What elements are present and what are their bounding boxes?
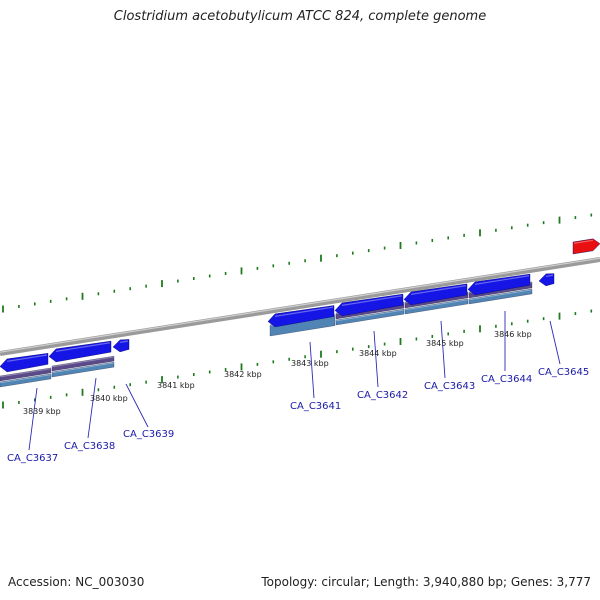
leader-line: [309, 341, 315, 399]
gene-arrow-shine: [119, 340, 129, 343]
inner-tick-marks: [2, 309, 593, 409]
protein-band: [51, 361, 115, 378]
outer-tick-marks: [2, 213, 593, 313]
protein-band: [404, 298, 469, 315]
protein-band-shine: [0, 374, 52, 384]
leader-line: [125, 383, 149, 428]
tick-label: 3845 kbp: [426, 339, 464, 348]
tick-label: 3839 kbp: [23, 407, 61, 416]
leader-line: [549, 320, 561, 365]
tick-label: 3840 kbp: [90, 394, 128, 403]
gene-label: CA_C3641: [290, 401, 341, 412]
leader-line: [373, 330, 379, 388]
gene-arrow-reverse-shine: [573, 239, 594, 244]
protein-band: [468, 288, 533, 305]
leader-line: [87, 377, 97, 439]
gene-arrow: [334, 293, 404, 317]
genome-backbone: [0, 257, 600, 356]
gene-label: CA_C3643: [424, 381, 475, 392]
gene-arrow-shine: [55, 342, 111, 352]
accession-text: Accession: NC_003030: [8, 575, 145, 589]
gene-arrow: [538, 273, 555, 287]
gene-label: CA_C3642: [357, 390, 408, 401]
gene-label: CA_C3637: [7, 453, 58, 464]
gene-arrow: [267, 305, 335, 328]
protein-band: [335, 308, 405, 326]
cds-band: [0, 367, 52, 382]
protein-band-shine: [51, 362, 115, 374]
map-title: Clostridium acetobutylicum ATCC 824, com…: [113, 9, 487, 24]
gene-label: CA_C3645: [538, 367, 589, 378]
gene-arrow: [48, 340, 112, 363]
genome-summary-text: Topology: circular; Length: 3,940,880 bp…: [261, 575, 591, 589]
protein-band-shine: [404, 299, 469, 311]
gene-label: CA_C3644: [481, 374, 532, 385]
gene-arrow-reverse: [572, 238, 600, 255]
gene-arrow: [403, 283, 468, 306]
cds-band: [51, 355, 115, 372]
gene-arrow-shine: [6, 354, 48, 362]
backbone-line: [0, 257, 600, 356]
gene-labels: CA_C3637 CA_C3638 CA_C3639 CA_C3641 CA_C3642…: [7, 367, 589, 464]
gene-arrow-shine: [341, 295, 403, 306]
gene-arrow: [112, 339, 130, 353]
protein-band-shine: [335, 309, 405, 322]
protein-band: [0, 373, 52, 388]
tick-labels: 3839 kbp 3840 kbp 3841 kbp 3842 kbp 3843 kbp…: [23, 330, 532, 416]
gene-arrow-shine: [474, 275, 530, 285]
backbone-highlight: [0, 257, 600, 353]
tick-label: 3841 kbp: [157, 381, 195, 390]
gene-label: CA_C3639: [123, 429, 174, 440]
leader-line: [28, 387, 38, 451]
leader-line: [440, 320, 446, 379]
gene-arrows: [0, 238, 600, 373]
tick-label: 3843 kbp: [291, 359, 329, 368]
gene-arrow: [467, 273, 531, 296]
cds-band-shine: [51, 356, 115, 368]
gene-arrow-shine: [410, 285, 467, 295]
gene-label: CA_C3638: [64, 441, 115, 452]
label-leader-lines: [28, 311, 561, 451]
gene-arrow: [0, 353, 49, 373]
tick-label: 3846 kbp: [494, 330, 532, 339]
cds-band-shine: [0, 368, 52, 378]
tick-label: 3844 kbp: [359, 349, 397, 358]
gene-arrow-shine: [545, 274, 554, 277]
gene-arrow-shine: [274, 306, 334, 317]
protein-band-shine: [468, 289, 533, 301]
tick-label: 3842 kbp: [224, 370, 262, 379]
